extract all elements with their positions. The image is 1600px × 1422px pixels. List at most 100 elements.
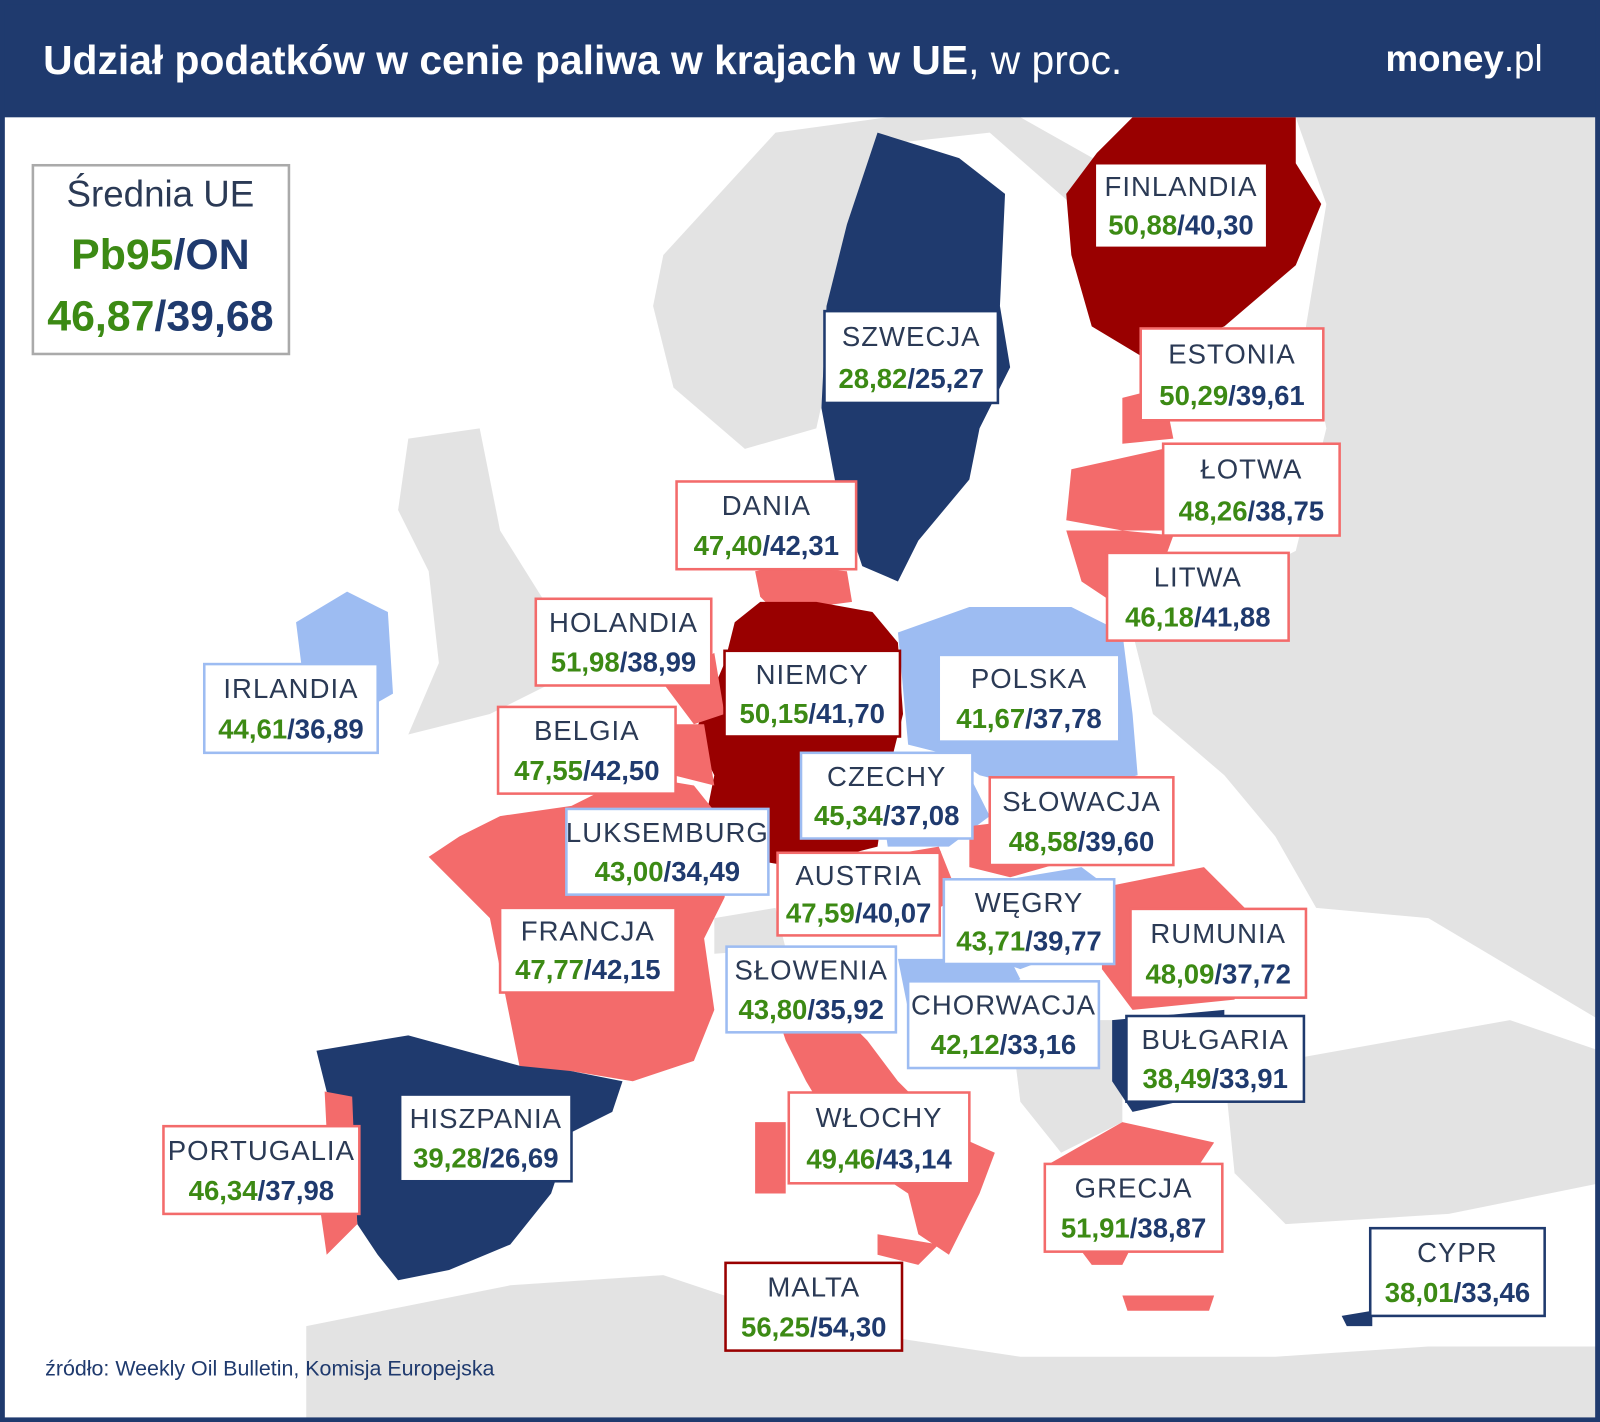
on-value: 40,30: [1185, 210, 1254, 241]
pb95-value: 41,67: [956, 703, 1025, 734]
country-values: 48,26/38,75: [1179, 496, 1324, 527]
separator: /: [807, 994, 815, 1025]
country-label: HISZPANIA 39,28/26,69: [398, 1093, 573, 1183]
on-value: 38,87: [1137, 1213, 1206, 1244]
pb95-value: 43,71: [956, 926, 1025, 957]
label-box: [776, 851, 942, 937]
country-label: FRANCJA 47,77/42,15: [498, 906, 677, 994]
on-value: 39,61: [1236, 381, 1305, 412]
separator: /: [855, 898, 863, 929]
on-value: 33,16: [1007, 1030, 1076, 1061]
country-label: AUSTRIA 47,59/40,07: [776, 851, 942, 937]
country-label: CHORWACJA 42,12/33,16: [906, 980, 1101, 1070]
country-label: SŁOWENIA 43,80/35,92: [725, 945, 898, 1034]
country-values: 38,01/33,46: [1385, 1277, 1530, 1308]
country-values: 41,67/37,78: [956, 703, 1101, 734]
separator: /: [620, 647, 628, 678]
country-name: GRECJA: [1075, 1173, 1193, 1204]
pb95-value: 48,09: [1146, 959, 1215, 990]
country-values: 56,25/54,30: [741, 1312, 886, 1343]
country-values: 47,55/42,50: [514, 755, 659, 786]
country-values: 46,18/41,88: [1125, 602, 1270, 633]
separator: /: [1025, 926, 1033, 957]
label-box: [398, 1093, 573, 1183]
country-name: LUKSEMBURG: [566, 817, 769, 848]
country-values: 47,77/42,15: [515, 955, 660, 986]
label-box: [496, 705, 677, 795]
separator: /: [258, 1175, 266, 1206]
country-values: 44,61/36,89: [218, 714, 363, 745]
label-box: [534, 597, 713, 687]
separator: /: [1211, 1063, 1219, 1094]
country-name: HISZPANIA: [410, 1103, 562, 1134]
label-box: [565, 807, 770, 896]
country-values: 47,40/42,31: [694, 530, 839, 561]
separator: /: [584, 955, 592, 986]
country-values: 45,34/37,08: [814, 800, 959, 831]
label-box: [823, 309, 1000, 405]
label-box: [1105, 551, 1290, 642]
country-label: WĘGRY 43,71/39,77: [942, 878, 1116, 966]
pb95-value: 43,00: [595, 856, 664, 887]
on-value: 37,08: [891, 800, 960, 831]
label-box: [1125, 1014, 1306, 1103]
country-values: 48,09/37,72: [1146, 959, 1291, 990]
country-name: RUMUNIA: [1150, 918, 1286, 949]
on-value: 37,78: [1033, 703, 1102, 734]
separator: /: [810, 1312, 818, 1343]
country-label: LITWA 46,18/41,88: [1105, 551, 1290, 642]
country-name: AUSTRIA: [795, 860, 921, 891]
on-value: 34,49: [671, 856, 740, 887]
country-label: BUŁGARIA 38,49/33,91: [1125, 1014, 1306, 1103]
legend-fuel-on: ON: [185, 231, 249, 279]
country-name: SŁOWACJA: [1002, 786, 1161, 817]
pb95-value: 51,91: [1061, 1213, 1130, 1244]
country-name: ESTONIA: [1168, 338, 1296, 369]
label-box: [724, 1261, 904, 1352]
label-box: [725, 945, 898, 1034]
country-name: FRANCJA: [521, 916, 655, 947]
country-label: GRECJA 51,91/38,87: [1043, 1162, 1224, 1253]
legend-separator: /: [174, 231, 186, 279]
logo-main: money: [1385, 38, 1504, 79]
country-label: NIEMCY 50,15/41,70: [723, 649, 902, 738]
on-value: 26,69: [490, 1143, 559, 1174]
country-label: PORTUGALIA 46,34/37,98: [162, 1124, 361, 1216]
country-name: CHORWACJA: [911, 990, 1096, 1021]
legend-fuel-pb95: Pb95: [71, 231, 173, 279]
separator: /: [287, 714, 295, 745]
pb95-value: 48,26: [1179, 496, 1248, 527]
country-values: 39,28/26,69: [413, 1143, 558, 1174]
country-values: 43,00/34,49: [595, 856, 740, 887]
pb95-value: 43,80: [738, 994, 807, 1025]
label-box: [202, 662, 379, 755]
pb95-value: 50,29: [1159, 381, 1228, 412]
country-label: SŁOWACJA 48,58/39,60: [988, 776, 1175, 867]
country-label: CYPR 38,01/33,46: [1368, 1226, 1546, 1318]
pb95-value: 47,40: [694, 530, 763, 561]
separator: /: [1025, 703, 1033, 734]
header-title: Udział podatków w cenie paliwa w krajach…: [43, 37, 1122, 83]
on-value: 37,98: [265, 1175, 334, 1206]
country-label: FINLANDIA 50,88/40,30: [1093, 161, 1269, 250]
pb95-value: 45,34: [814, 800, 884, 831]
label-box: [1139, 327, 1325, 422]
pb95-value: 46,18: [1125, 602, 1194, 633]
on-value: 38,75: [1255, 496, 1324, 527]
country-name: PORTUGALIA: [168, 1135, 355, 1166]
on-value: 54,30: [818, 1312, 887, 1343]
country-values: 43,71/39,77: [956, 926, 1101, 957]
country-label: WŁOCHY 49,46/43,14: [787, 1091, 971, 1185]
country-label: ESTONIA 50,29/39,61: [1139, 327, 1325, 422]
country-name: SŁOWENIA: [734, 955, 887, 986]
country-name: FINLANDIA: [1105, 171, 1258, 202]
separator: /: [664, 856, 672, 887]
label-box: [787, 1091, 971, 1185]
on-value: 40,07: [862, 898, 931, 929]
legend: Średnia UE Pb95/ON 46,87/39,68: [31, 163, 291, 356]
country-values: 50,15/41,70: [740, 698, 885, 729]
pb95-value: 38,49: [1142, 1063, 1211, 1094]
logo: money.pl: [1385, 38, 1542, 79]
on-value: 41,70: [816, 698, 885, 729]
